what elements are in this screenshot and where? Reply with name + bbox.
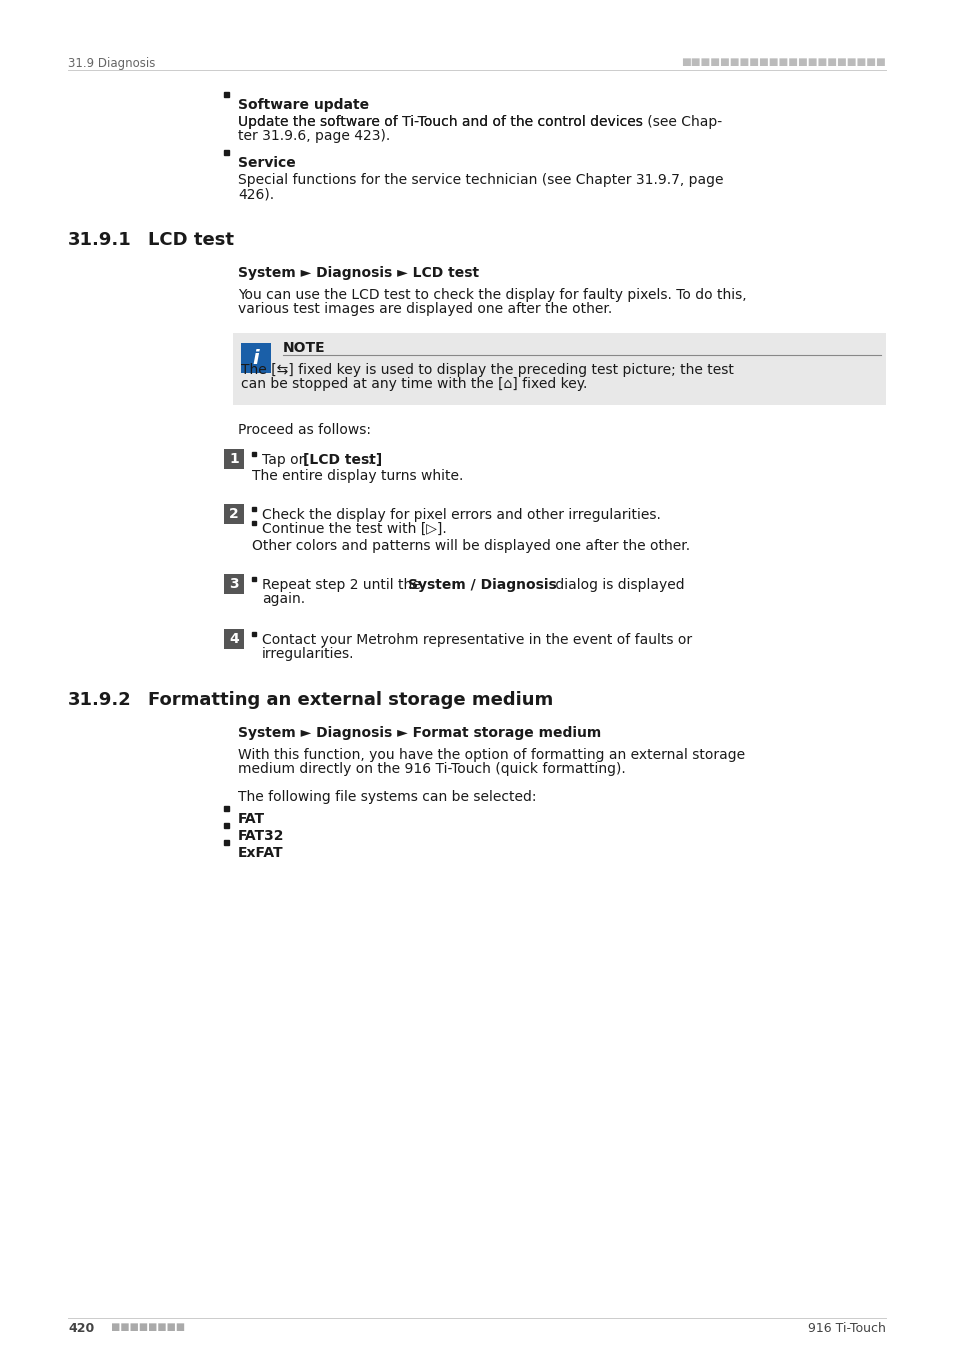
Text: FAT32: FAT32 (237, 829, 284, 842)
Text: again.: again. (262, 593, 305, 606)
Text: 916 Ti-Touch: 916 Ti-Touch (807, 1322, 885, 1335)
Bar (224, 574, 244, 594)
Text: LCD test: LCD test (148, 231, 233, 248)
Text: System ► Diagnosis ► LCD test: System ► Diagnosis ► LCD test (237, 266, 478, 279)
Text: 1: 1 (229, 452, 238, 466)
Text: Continue the test with [▷].: Continue the test with [▷]. (262, 522, 446, 536)
Text: ■■■■■■■■: ■■■■■■■■ (108, 1322, 185, 1332)
Text: irregularities.: irregularities. (262, 647, 355, 662)
Text: medium directly on the 916 Ti-Touch (quick formatting).: medium directly on the 916 Ti-Touch (qui… (237, 761, 625, 776)
Text: With this function, you have the option of formatting an external storage: With this function, you have the option … (237, 748, 744, 761)
Text: can be stopped at any time with the [⌂] fixed key.: can be stopped at any time with the [⌂] … (241, 377, 587, 392)
Text: 31.9.1: 31.9.1 (68, 231, 132, 248)
Text: Tap on: Tap on (262, 454, 312, 467)
Bar (224, 824, 229, 828)
Bar (224, 450, 244, 468)
Text: The following file systems can be selected:: The following file systems can be select… (237, 790, 536, 805)
Text: System ► Diagnosis ► Format storage medium: System ► Diagnosis ► Format storage medi… (237, 726, 600, 740)
Bar (252, 508, 255, 512)
Text: Update the software of Ti-Touch and of the control devices: Update the software of Ti-Touch and of t… (237, 115, 646, 130)
Bar (224, 629, 244, 649)
Text: Contact your Metrohm representative in the event of faults or: Contact your Metrohm representative in t… (262, 633, 691, 647)
Bar (252, 452, 255, 456)
Text: You can use the LCD test to check the display for faulty pixels. To do this,: You can use the LCD test to check the di… (237, 288, 746, 302)
Text: Proceed as follows:: Proceed as follows: (237, 423, 371, 437)
Bar (224, 806, 229, 811)
Text: ter 31.9.6, page 423).: ter 31.9.6, page 423). (237, 130, 390, 143)
Bar (252, 576, 255, 580)
Text: 31.9.2: 31.9.2 (68, 691, 132, 709)
Text: ■■■■■■■■■■■■■■■■■■■■■: ■■■■■■■■■■■■■■■■■■■■■ (680, 57, 885, 68)
Text: 2: 2 (229, 508, 238, 521)
Bar (224, 92, 229, 97)
Bar (224, 150, 229, 155)
Bar (252, 632, 255, 636)
Text: 420: 420 (68, 1322, 94, 1335)
Text: Update the software of Ti-Touch and of the control devices (see Chap-: Update the software of Ti-Touch and of t… (237, 115, 721, 130)
Text: dialog is displayed: dialog is displayed (551, 578, 684, 593)
Text: NOTE: NOTE (283, 342, 325, 355)
Text: The [⇆] fixed key is used to display the preceding test picture; the test: The [⇆] fixed key is used to display the… (241, 363, 733, 377)
Text: 4: 4 (229, 632, 238, 647)
Text: .: . (368, 454, 372, 467)
Text: i: i (253, 348, 259, 367)
Bar (241, 343, 271, 373)
Text: FAT: FAT (237, 811, 265, 826)
Text: Special functions for the service technician (see Chapter 31.9.7, page: Special functions for the service techni… (237, 173, 722, 188)
Text: Check the display for pixel errors and other irregularities.: Check the display for pixel errors and o… (262, 508, 660, 522)
Text: 31.9 Diagnosis: 31.9 Diagnosis (68, 57, 155, 70)
Bar (233, 333, 885, 405)
Text: The entire display turns white.: The entire display turns white. (252, 468, 463, 483)
Text: Software update: Software update (237, 99, 369, 112)
Bar (252, 521, 255, 525)
Text: 3: 3 (229, 576, 238, 591)
Text: System / Diagnosis: System / Diagnosis (408, 578, 557, 593)
Text: 426).: 426). (237, 188, 274, 201)
Text: [LCD test]: [LCD test] (303, 454, 382, 467)
Text: Service: Service (237, 157, 295, 170)
Text: various test images are displayed one after the other.: various test images are displayed one af… (237, 302, 612, 316)
Text: ExFAT: ExFAT (237, 846, 283, 860)
Text: Formatting an external storage medium: Formatting an external storage medium (148, 691, 553, 709)
Bar (224, 840, 229, 845)
Bar (224, 504, 244, 524)
Text: Other colors and patterns will be displayed one after the other.: Other colors and patterns will be displa… (252, 539, 689, 553)
Text: Repeat step 2 until the: Repeat step 2 until the (262, 578, 425, 593)
